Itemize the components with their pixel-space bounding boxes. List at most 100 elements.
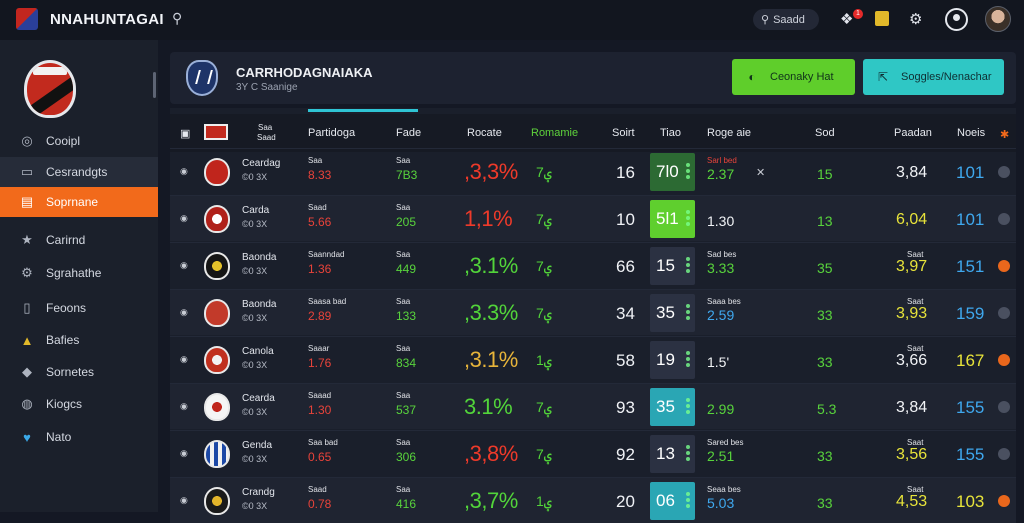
table-row[interactable]: ◉ Cearda ©0 3X Saaad 1.30 Saa 537 3.1% ؠ… bbox=[170, 383, 1016, 429]
bookmark-icon[interactable] bbox=[875, 11, 889, 26]
tile-dots-icon bbox=[686, 163, 690, 179]
col-header-sort[interactable]: Soirt bbox=[612, 127, 635, 139]
status-dot-icon[interactable] bbox=[998, 166, 1010, 178]
score-tile[interactable]: 13 bbox=[650, 435, 695, 473]
score-tile[interactable]: 35 bbox=[650, 294, 695, 332]
plan-value: 306 bbox=[396, 450, 417, 464]
status-dot-icon[interactable] bbox=[998, 354, 1010, 366]
sidebar-item-6[interactable]: ▲ Bafies bbox=[0, 325, 158, 355]
file-icon: ▯ bbox=[23, 300, 31, 315]
team-name[interactable]: Ceardag bbox=[242, 158, 281, 169]
rem-value: ؠ7 bbox=[536, 164, 552, 180]
sidebar-item-2[interactable]: ▤ Soprnane bbox=[0, 187, 158, 217]
ratio-top: Seaa bes bbox=[707, 485, 741, 494]
team-name[interactable]: Genda bbox=[242, 440, 273, 451]
status-dot-icon[interactable] bbox=[998, 448, 1010, 460]
sidebar-item-0[interactable]: ◎ Cooipl bbox=[0, 126, 158, 156]
rem-value: ؠ7 bbox=[536, 211, 552, 227]
sidebar-item-9[interactable]: ♥ Nato bbox=[0, 422, 158, 452]
plan-value: 834 bbox=[396, 356, 417, 370]
sidebar-item-4[interactable]: ⚙ Sgrahathe bbox=[0, 258, 158, 288]
app-title: NNAHUNTAGAI bbox=[50, 11, 164, 28]
col-header-partidos[interactable]: Partidoga bbox=[308, 127, 356, 139]
avatar[interactable] bbox=[985, 6, 1011, 32]
search-icon[interactable]: ⚲ bbox=[172, 10, 183, 26]
col-header-val[interactable]: Noeis bbox=[957, 127, 986, 139]
close-icon[interactable]: ✕ bbox=[756, 167, 766, 179]
stat-value: 33 bbox=[817, 307, 833, 323]
col-header-stat[interactable]: Sod bbox=[815, 127, 835, 139]
secondary-action-label: Soggles/Nenachar bbox=[901, 71, 992, 83]
stat-value: 5.3 bbox=[817, 401, 837, 417]
rem-value: ؠ7 bbox=[536, 446, 552, 462]
col-header-plan[interactable]: Fade bbox=[396, 127, 422, 139]
sidebar-item-label: Sornetes bbox=[46, 365, 95, 379]
score-tile[interactable]: 35 bbox=[650, 388, 695, 426]
score-value: 159 bbox=[956, 304, 985, 323]
rem-value: ؠ7 bbox=[536, 258, 552, 274]
team-name[interactable]: Crandg bbox=[242, 487, 275, 498]
team-name[interactable]: Baonda bbox=[242, 299, 277, 310]
team-name[interactable]: Cearda bbox=[242, 393, 275, 404]
ratio-value: 1.30 bbox=[707, 213, 735, 229]
score-tile[interactable]: 19 bbox=[650, 341, 695, 379]
favorite-star-icon[interactable]: ✱ bbox=[1000, 129, 1010, 141]
score-tile[interactable]: 06 bbox=[650, 482, 695, 520]
search-pill-icon: ⚲ bbox=[761, 14, 770, 26]
status-dot-icon[interactable] bbox=[998, 213, 1010, 225]
expand-icon[interactable]: ◉ bbox=[180, 166, 188, 176]
status-dot-icon[interactable] bbox=[998, 401, 1010, 413]
club-flag-icon bbox=[204, 124, 228, 140]
app-logo[interactable] bbox=[16, 8, 38, 30]
sidebar-item-label: Sgrahathe bbox=[46, 266, 102, 280]
table-row[interactable]: ◉ Crandg ©0 3X Saad 0.78 Saa 416 ,3,7% ؠ… bbox=[170, 477, 1016, 523]
team-name[interactable]: Carda bbox=[242, 205, 270, 216]
sidebar-item-5[interactable]: ▯ Feoons bbox=[0, 293, 158, 323]
table-row[interactable]: ◉ Baonda ©0 3X Saasa bad 2.89 Saa 133 ,3… bbox=[170, 289, 1016, 335]
team-sub: ©0 3X bbox=[242, 501, 268, 511]
chat-icon[interactable]: ❖ bbox=[840, 11, 854, 28]
col-header-delta[interactable]: Paadan bbox=[894, 127, 932, 139]
table-row[interactable]: ◉ Genda ©0 3X Saa bad 0.65 Saa 306 ,3,8%… bbox=[170, 430, 1016, 476]
expand-icon[interactable]: ◉ bbox=[180, 307, 188, 317]
expand-icon[interactable]: ◉ bbox=[180, 354, 188, 364]
expand-icon[interactable]: ◉ bbox=[180, 495, 188, 505]
col-header-rate[interactable]: Rocate bbox=[467, 127, 502, 139]
score-tile-value: 19 bbox=[656, 350, 675, 369]
sidebar-item-1[interactable]: ▭ Cesrandgts bbox=[0, 157, 158, 187]
search-pill[interactable]: ⚲ Saadd bbox=[753, 9, 819, 30]
table-row[interactable]: ◉ Baonda ©0 3X Saanndad 1.36 Saa 449 ,3.… bbox=[170, 242, 1016, 288]
col-select[interactable]: ▣ bbox=[180, 128, 191, 140]
score-value: 101 bbox=[956, 163, 985, 182]
delta-value: 6,04 bbox=[896, 211, 928, 228]
team-name[interactable]: Canola bbox=[242, 346, 274, 357]
score-tile[interactable]: 7l0 bbox=[650, 153, 695, 191]
score-tile[interactable]: 5l1 bbox=[650, 200, 695, 238]
primary-action-button[interactable]: ◐ Ceonaky Hat bbox=[732, 59, 855, 95]
user-icon[interactable] bbox=[945, 8, 968, 31]
col-header-rem[interactable]: Romamie bbox=[531, 127, 579, 139]
status-dot-icon[interactable] bbox=[998, 260, 1010, 272]
table-row[interactable]: ◉ Carda ©0 3X Saad 5.66 Saa 205 1,1% ؠ7 … bbox=[170, 195, 1016, 241]
score-tile[interactable]: 15 bbox=[650, 247, 695, 285]
expand-icon[interactable]: ◉ bbox=[180, 213, 188, 223]
table-row[interactable]: ◉ Canola ©0 3X Saaar 1.76 Saa 834 ,3.1% … bbox=[170, 336, 1016, 382]
col-header-ratio[interactable]: Roge aie bbox=[707, 127, 752, 139]
sidebar-item-label: Kiogcs bbox=[46, 397, 83, 411]
table-row[interactable]: ◉ Ceardag ©0 3X Saa 8.33 Saa 7B3 ,3,3% ؠ… bbox=[170, 148, 1016, 194]
document-icon: ▭ bbox=[20, 164, 34, 179]
expand-icon[interactable]: ◉ bbox=[180, 401, 188, 411]
expand-icon[interactable]: ◉ bbox=[180, 260, 188, 270]
col-header-tile[interactable]: Tiao bbox=[660, 127, 681, 139]
status-dot-icon[interactable] bbox=[998, 495, 1010, 507]
sidebar-item-8[interactable]: ◍ Kiogcs bbox=[0, 389, 158, 419]
sidebar-item-3[interactable]: ★ Carirnd bbox=[0, 225, 158, 255]
stat-value: 33 bbox=[817, 354, 833, 370]
secondary-action-button[interactable]: ⇱ Soggles/Nenachar bbox=[863, 59, 1004, 95]
status-dot-icon[interactable] bbox=[998, 307, 1010, 319]
sidebar-item-7[interactable]: ◆ Sornetes bbox=[0, 357, 158, 387]
team-name[interactable]: Baonda bbox=[242, 252, 277, 263]
expand-icon[interactable]: ◉ bbox=[180, 448, 188, 458]
gear-icon[interactable]: ⚙ bbox=[909, 11, 923, 28]
sidebar-scrollbar[interactable] bbox=[153, 72, 156, 98]
